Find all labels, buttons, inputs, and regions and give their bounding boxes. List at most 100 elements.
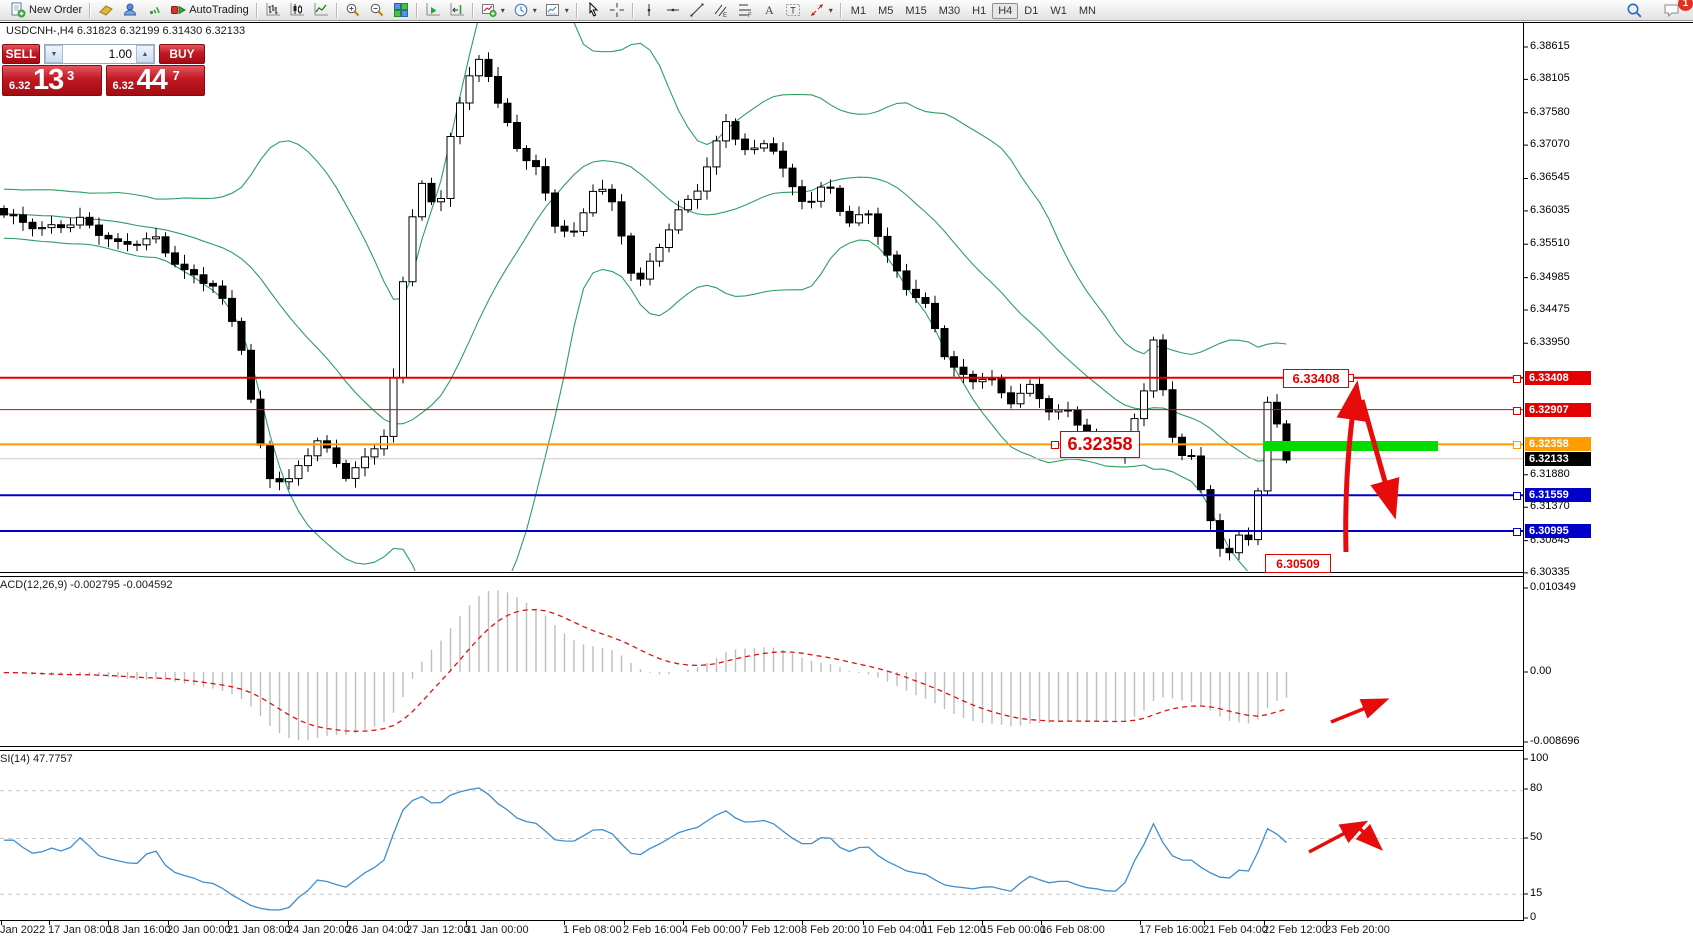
separator bbox=[335, 2, 338, 18]
time-tick-label: Jan 2022 bbox=[0, 924, 46, 936]
price-tick: 6.34475 bbox=[1530, 302, 1570, 315]
search-button[interactable] bbox=[1622, 0, 1647, 20]
autotrading-icon bbox=[170, 2, 187, 18]
auto-scroll-button[interactable] bbox=[421, 0, 445, 20]
profile-icon bbox=[122, 2, 138, 18]
chart-shift-button[interactable] bbox=[445, 0, 469, 20]
candlestick-mode-button[interactable] bbox=[285, 0, 309, 20]
timeframe-button-h4[interactable]: H4 bbox=[992, 3, 1019, 19]
indicator-axis-label: 0.010349 bbox=[1530, 581, 1576, 593]
time-tick-label: 11 Feb 12:00 bbox=[922, 924, 987, 936]
timeframe-button-m30[interactable]: M30 bbox=[938, 5, 961, 17]
time-tick-label: 17 Feb 16:00 bbox=[1139, 924, 1204, 936]
indicator-axis-label: 50 bbox=[1530, 831, 1543, 843]
add-indicator-button[interactable]: ▾ bbox=[477, 0, 509, 20]
separator bbox=[575, 2, 578, 18]
price-badge: 6.33408 bbox=[1525, 370, 1591, 385]
dropdown-caret: ▾ bbox=[532, 5, 537, 15]
separator bbox=[471, 2, 474, 18]
autotrading-button[interactable]: AutoTrading bbox=[166, 0, 253, 20]
crosshair-tool-button[interactable] bbox=[605, 0, 629, 20]
timeframe-group: M1 M5 M15 M30 H1 H4 D1 W1 MN bbox=[845, 1, 1102, 19]
channel-tool-button[interactable]: E bbox=[709, 0, 733, 20]
price-tick: 6.34985 bbox=[1530, 270, 1570, 283]
time-tick-label: 21 Jan 08:00 bbox=[227, 924, 291, 936]
sell-price-big: 13 bbox=[33, 64, 64, 96]
text-label-tool-button[interactable]: T bbox=[781, 0, 805, 20]
price-tick: 6.35510 bbox=[1530, 237, 1570, 250]
price-annotation-box[interactable]: 6.33408 bbox=[1283, 369, 1349, 388]
price-tick: 6.30335 bbox=[1530, 565, 1570, 578]
bar-chart-mode-button[interactable] bbox=[261, 0, 285, 20]
buy-button[interactable]: BUY bbox=[159, 44, 205, 64]
buy-price-panel[interactable]: 6.32 44 7 bbox=[105, 64, 205, 96]
svg-text:A: A bbox=[765, 3, 774, 17]
vertical-line-tool-button[interactable] bbox=[637, 0, 661, 20]
bar-chart-icon bbox=[265, 2, 281, 18]
timeframe-button-d1[interactable]: D1 bbox=[1024, 5, 1039, 17]
chart-shift-icon bbox=[449, 2, 465, 18]
timeframe-button-m5[interactable]: M5 bbox=[878, 5, 894, 17]
notification-badge: 1 bbox=[1678, 0, 1693, 11]
cursor-icon bbox=[585, 2, 601, 18]
trendline-tool-button[interactable] bbox=[685, 0, 709, 20]
timeframe-button-m15[interactable]: M15 bbox=[905, 5, 927, 17]
volume-decrease-button[interactable]: ▼ bbox=[45, 45, 63, 63]
dropdown-caret: ▾ bbox=[828, 5, 833, 15]
template-button[interactable]: ▾ bbox=[541, 0, 573, 20]
signals-button[interactable] bbox=[142, 0, 166, 20]
notifications-button[interactable]: 1 bbox=[1659, 0, 1693, 20]
indicator-axis-label: 80 bbox=[1530, 782, 1543, 794]
volume-increase-button[interactable]: ▲ bbox=[136, 45, 154, 63]
new-order-icon bbox=[10, 2, 26, 18]
timeframe-button-m1[interactable]: M1 bbox=[850, 5, 867, 17]
text-tool-button[interactable]: A bbox=[757, 0, 781, 20]
arrows-tool-button[interactable]: ▾ bbox=[805, 0, 837, 20]
expert-advisors-button[interactable] bbox=[94, 0, 118, 20]
timeframe-button-mn[interactable]: MN bbox=[1078, 5, 1096, 17]
price-annotation-box[interactable]: 6.32358 bbox=[1060, 431, 1140, 458]
line-chart-icon bbox=[313, 2, 329, 18]
annotation-arrow bbox=[1308, 820, 1369, 854]
indicator-axis-label: 0 bbox=[1530, 911, 1537, 923]
sell-price-panel[interactable]: 6.32 13 3 bbox=[2, 64, 102, 96]
dropdown-caret: ▾ bbox=[500, 5, 505, 15]
price-badge: 6.31559 bbox=[1525, 488, 1591, 503]
buy-price-big: 44 bbox=[136, 64, 168, 96]
time-tick-label: 16 Feb 08:00 bbox=[1040, 924, 1105, 936]
timeframe-button-w1[interactable]: W1 bbox=[1050, 5, 1067, 17]
price-badge: 6.32133 bbox=[1525, 451, 1591, 466]
line-chart-mode-button[interactable] bbox=[309, 0, 333, 20]
time-tick-label: 26 Jan 04:00 bbox=[346, 924, 410, 936]
horizontal-line-icon bbox=[665, 2, 681, 18]
price-annotation-box[interactable]: 6.30509 bbox=[1265, 554, 1331, 573]
time-tick-label: 10 Feb 04:00 bbox=[862, 924, 927, 936]
sell-button[interactable]: SELL bbox=[2, 44, 40, 64]
line-end-marker bbox=[1513, 441, 1521, 450]
volume-value[interactable]: 1.00 bbox=[108, 47, 132, 61]
fibonacci-tool-button[interactable]: F bbox=[733, 0, 757, 20]
dropdown-caret: ▾ bbox=[564, 5, 569, 15]
cursor-tool-button[interactable] bbox=[581, 0, 605, 20]
time-tick-label: 18 Jan 16:00 bbox=[107, 924, 171, 936]
zoom-out-button[interactable] bbox=[365, 0, 389, 20]
new-order-label: New Order bbox=[29, 4, 83, 16]
profile-button[interactable] bbox=[118, 0, 142, 20]
period-button[interactable]: ▾ bbox=[509, 0, 541, 20]
volume-stepper: ▼ 1.00 ▲ bbox=[44, 44, 155, 64]
time-tick-label: 2 Feb 16:00 bbox=[623, 924, 682, 936]
toolbar: New Order AutoTrading ▾ ▾ ▾ E F A bbox=[0, 0, 1693, 21]
macd-label: ACD(12,26,9) -0.002795 -0.004592 bbox=[0, 579, 173, 591]
sell-price-small: 6.32 bbox=[9, 80, 31, 92]
time-tick-label: 31 Jan 00:00 bbox=[465, 924, 529, 936]
new-order-button[interactable]: New Order bbox=[6, 0, 86, 20]
timeframe-button-h1[interactable]: H1 bbox=[972, 5, 987, 17]
macd-signal-line bbox=[3, 608, 1287, 732]
tile-windows-button[interactable] bbox=[389, 0, 413, 20]
zoom-in-button[interactable] bbox=[341, 0, 365, 20]
autotrading-label: AutoTrading bbox=[189, 4, 249, 16]
price-tick: 6.38105 bbox=[1530, 72, 1570, 85]
crosshair-icon bbox=[609, 2, 625, 18]
horizontal-line-tool-button[interactable] bbox=[661, 0, 685, 20]
